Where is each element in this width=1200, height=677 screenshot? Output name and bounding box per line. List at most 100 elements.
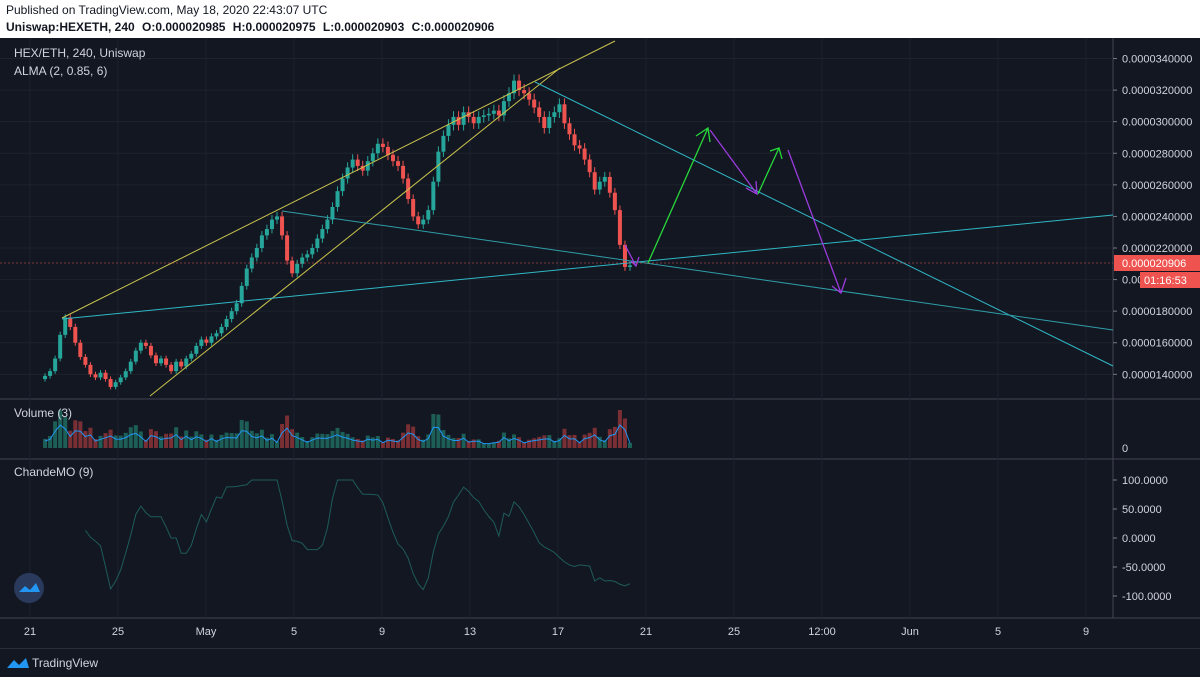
candle-body xyxy=(305,254,310,258)
volume-bar xyxy=(512,434,517,448)
volume-bar xyxy=(557,438,562,448)
candle-body xyxy=(567,123,572,135)
candle-body xyxy=(532,99,537,108)
symbol-text: Uniswap:HEXETH, 240 xyxy=(6,20,135,34)
volume-bar xyxy=(269,434,274,448)
candle-body xyxy=(224,319,229,327)
volume-bar xyxy=(441,430,446,448)
candle-body xyxy=(517,80,522,91)
volume-bar xyxy=(118,435,123,448)
tradingview-logo-icon xyxy=(7,658,29,668)
volume-bar xyxy=(164,433,169,448)
volume-bar xyxy=(547,435,552,448)
volume-bar xyxy=(254,433,259,448)
candle-body xyxy=(189,353,194,359)
candle-body xyxy=(345,167,350,179)
candle-body xyxy=(133,350,138,362)
candle-body xyxy=(587,159,592,173)
volume-bar xyxy=(209,434,214,448)
volume-bar xyxy=(108,429,113,448)
volume-bar xyxy=(249,430,254,448)
volume-label: Volume (3) xyxy=(14,406,72,420)
volume-bar xyxy=(128,427,133,448)
volume-bar xyxy=(169,433,174,448)
volume-bar xyxy=(204,439,209,448)
volume-bar xyxy=(138,431,143,448)
volume-bar xyxy=(517,437,522,448)
volume-bar xyxy=(552,440,557,448)
chart-title: HEX/ETH, 240, Uniswap xyxy=(14,46,146,60)
arrow-path-purple-3 xyxy=(624,244,637,267)
candle-body xyxy=(552,112,557,117)
volume-bar xyxy=(532,438,537,448)
volume-bar xyxy=(83,431,88,448)
time-tick-label: May xyxy=(196,626,217,638)
volume-bar xyxy=(486,443,491,448)
time-tick-label: 13 xyxy=(464,626,476,638)
volume-bar xyxy=(416,436,421,448)
candle-body xyxy=(53,358,58,372)
volume-bar xyxy=(476,439,481,448)
candle-body xyxy=(375,143,380,154)
volume-bar xyxy=(577,442,582,448)
time-tick-label: 17 xyxy=(552,626,564,638)
candle-body xyxy=(98,372,103,378)
volume-bar xyxy=(325,434,330,448)
candle-body xyxy=(380,143,385,147)
volume-bar xyxy=(259,429,264,448)
volume-bar xyxy=(466,440,471,448)
price-axis[interactable]: 0.0000340000 0.0000320000 0.0000300000 0.00… xyxy=(1113,54,1192,382)
candle-body xyxy=(426,210,431,220)
candle-body xyxy=(320,229,325,239)
candle-body xyxy=(285,235,290,261)
candle-body xyxy=(179,361,184,367)
candle-body xyxy=(456,116,461,125)
candle-body xyxy=(93,374,98,378)
candle-body xyxy=(118,377,123,383)
cmo-tick-label: -100.0000 xyxy=(1122,591,1172,603)
volume-bar xyxy=(98,435,103,448)
volume-bar xyxy=(189,436,194,448)
volume-bar xyxy=(380,442,385,448)
volume-bar xyxy=(360,440,365,448)
time-tick-label: 9 xyxy=(379,626,385,638)
volume-bar xyxy=(522,442,527,448)
volume-bar xyxy=(617,410,622,448)
time-axis[interactable]: 21 25 May 5 9 13 17 21 25 12:00 Jun 5 9 xyxy=(24,626,1089,638)
volume-bar xyxy=(411,426,416,448)
candle-body xyxy=(103,372,108,380)
candle-body xyxy=(88,364,93,375)
arrow-path-purple-2-tip xyxy=(831,277,847,295)
volume-bar xyxy=(199,434,204,448)
arrow-path-purple-1-tip xyxy=(745,180,758,196)
volume-bar xyxy=(113,435,118,448)
candle-body xyxy=(128,361,133,372)
countdown-badge xyxy=(1140,272,1200,288)
time-tick-label: 9 xyxy=(1083,626,1089,638)
price-tick-label: 0.0000280000 xyxy=(1122,148,1192,160)
volume-bar xyxy=(43,438,48,448)
volume-bar xyxy=(88,427,93,448)
candle-body xyxy=(547,116,552,128)
candle-body xyxy=(416,216,421,225)
price-tick-label: 0.0000160000 xyxy=(1122,338,1192,350)
candle-body xyxy=(138,342,143,351)
price-tick-label: 0.0000260000 xyxy=(1122,180,1192,192)
volume-bar xyxy=(184,430,189,448)
volume-bar xyxy=(572,434,577,448)
price-tick-label: 0.0000180000 xyxy=(1122,306,1192,318)
candle-body xyxy=(612,192,617,211)
candle-body xyxy=(628,265,632,267)
candle-body xyxy=(254,248,259,258)
candle-body xyxy=(602,176,607,182)
volume-bar xyxy=(305,441,310,448)
volume-bar xyxy=(219,434,224,448)
cmo-tick-label: 50.0000 xyxy=(1122,504,1162,516)
chart-area[interactable]: 0 100.0000 50.0000 0.0000 -50.0000 -100.0000… xyxy=(0,38,1200,648)
arrow-path-purple-1 xyxy=(709,129,758,195)
candle-body xyxy=(476,116,481,124)
volume-bar xyxy=(244,421,249,448)
volume-axis-label: 0 xyxy=(1122,443,1128,455)
candle-body xyxy=(527,93,532,100)
volume-bar xyxy=(275,441,280,448)
